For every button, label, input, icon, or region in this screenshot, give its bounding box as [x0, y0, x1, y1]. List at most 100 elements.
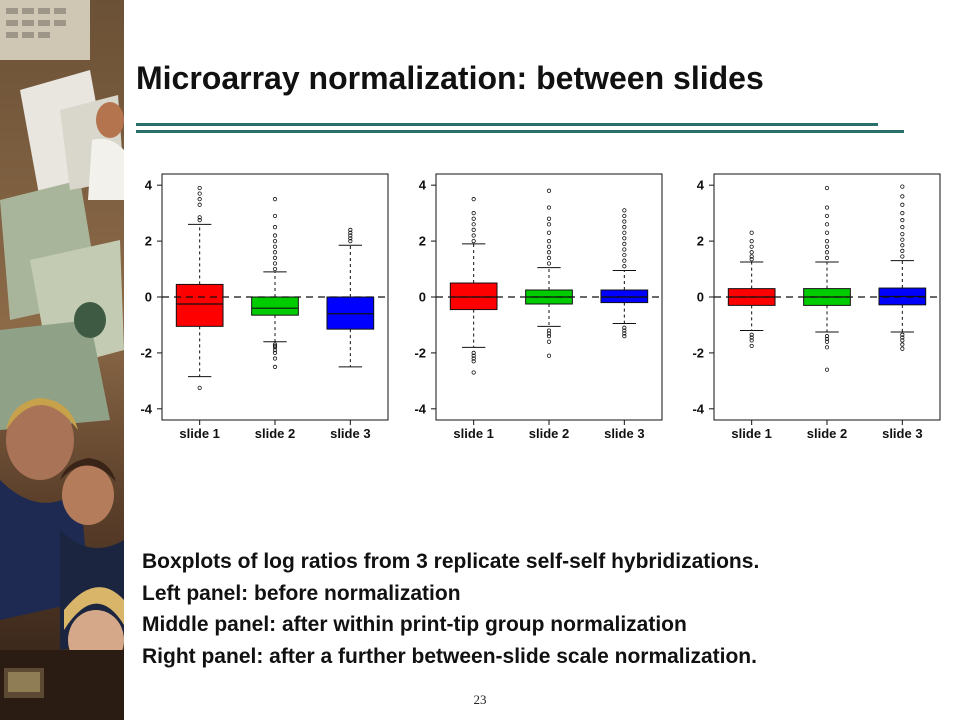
- y-tick-label: -4: [692, 401, 704, 416]
- outlier-point: [197, 191, 202, 196]
- boxplot-panel-before: 4 2 0 -2 -4 slide 1 slide 2 slide 3: [140, 173, 389, 441]
- outlier-point: [197, 185, 202, 191]
- x-tick-label: slide 2: [807, 426, 847, 441]
- outlier-point: [749, 244, 754, 249]
- outlier-point: [471, 222, 476, 227]
- y-tick-label: 0: [145, 290, 152, 305]
- outlier-point: [900, 248, 905, 253]
- outlier-point: [824, 334, 830, 339]
- outlier-point: [900, 254, 905, 259]
- outlier-point: [900, 342, 905, 347]
- outlier-point: [900, 218, 905, 223]
- outlier-point: [824, 255, 830, 260]
- outlier-point: [749, 343, 754, 349]
- outlier-point: [272, 348, 278, 353]
- caption-line-right-panel: Right panel: after a further between-sli…: [142, 644, 757, 668]
- outlier-point: [622, 208, 627, 213]
- outlier-point: [824, 345, 830, 350]
- outlier-point: [471, 211, 476, 216]
- box-slide-2: [251, 197, 299, 369]
- outlier-point: [348, 233, 353, 238]
- y-tick-label: -2: [140, 345, 152, 360]
- x-tick-label: slide 1: [453, 426, 493, 441]
- x-tick-label: slide 2: [529, 426, 569, 441]
- box-slide-1: [449, 197, 498, 375]
- x-tick-label: slide 3: [604, 426, 644, 441]
- y-tick-label: -4: [414, 401, 426, 416]
- y-tick-label: 0: [697, 290, 704, 305]
- y-tick-label: 2: [145, 234, 152, 249]
- collage-illustration: [0, 0, 124, 720]
- outlier-point: [622, 241, 627, 246]
- outlier-point: [197, 197, 202, 202]
- outlier-point: [471, 356, 476, 361]
- outlier-point: [824, 185, 830, 191]
- outlier-point: [471, 197, 476, 202]
- outlier-point: [272, 244, 278, 249]
- outlier-point: [749, 238, 754, 244]
- outlier-point: [900, 338, 905, 343]
- box-iqr: [449, 282, 498, 311]
- outlier-point: [197, 218, 202, 223]
- outlier-point: [272, 345, 278, 350]
- y-tick-label: 0: [419, 290, 426, 305]
- outlier-point: [749, 332, 754, 337]
- x-tick-label: slide 1: [179, 426, 219, 441]
- outlier-point: [900, 346, 905, 351]
- outlier-point: [471, 353, 476, 358]
- x-tick-label: slide 1: [731, 426, 771, 441]
- outlier-point: [546, 216, 552, 221]
- box-slide-1: [727, 230, 776, 349]
- outlier-point: [900, 332, 905, 337]
- outlier-point: [348, 230, 353, 235]
- outlier-point: [622, 328, 627, 333]
- outlier-point: [197, 215, 202, 220]
- box-slide-2: [803, 185, 851, 372]
- outlier-point: [348, 238, 353, 244]
- y-tick-label: 4: [697, 178, 705, 193]
- box-slide-1: [175, 185, 224, 390]
- outlier-point: [471, 238, 476, 244]
- outlier-point: [900, 237, 905, 242]
- outlier-point: [824, 230, 830, 235]
- caption-line-left-panel: Left panel: before normalization: [142, 581, 461, 605]
- outlier-point: [197, 202, 202, 207]
- outlier-point: [824, 339, 830, 344]
- outlier-point: [546, 261, 552, 266]
- title-underline-upper: [136, 123, 878, 126]
- outlier-point: [824, 222, 830, 227]
- outlier-point: [471, 370, 476, 375]
- outlier-point: [824, 336, 830, 342]
- outlier-point: [272, 266, 278, 272]
- outlier-point: [622, 230, 627, 235]
- outlier-point: [546, 238, 552, 244]
- y-tick-label: -2: [692, 345, 704, 360]
- page-number: 23: [473, 692, 487, 707]
- outlier-point: [622, 334, 627, 339]
- y-tick-label: 4: [419, 178, 427, 193]
- outlier-point: [824, 205, 830, 210]
- y-tick-label: 4: [145, 178, 153, 193]
- outlier-point: [622, 252, 627, 258]
- boxplot-panel-within: 4 2 0 -2 -4 slide 1 slide 2 slide 3: [414, 173, 663, 441]
- box-iqr: [326, 296, 375, 330]
- outlier-point: [546, 331, 552, 336]
- outlier-point: [272, 255, 278, 260]
- slide-title: Microarray normalization: between slides: [136, 60, 764, 96]
- outlier-point: [900, 225, 905, 230]
- outlier-point: [546, 222, 552, 227]
- outlier-point: [272, 356, 278, 361]
- outlier-point: [622, 258, 627, 263]
- y-tick-label: 2: [419, 234, 426, 249]
- outlier-point: [471, 359, 476, 364]
- boxplot-panel-between: 4 2 0 -2 -4 slide 1 slide 2 slide 3: [692, 173, 941, 441]
- outlier-point: [272, 238, 278, 244]
- outlier-point: [900, 211, 905, 216]
- outlier-point: [348, 227, 353, 233]
- figure-caption: Boxplots of log ratios from 3 replicate …: [142, 546, 942, 672]
- outlier-point: [546, 188, 552, 193]
- outlier-point: [546, 339, 552, 344]
- outlier-point: [824, 213, 830, 219]
- outlier-point: [272, 250, 278, 255]
- outlier-point: [272, 364, 278, 369]
